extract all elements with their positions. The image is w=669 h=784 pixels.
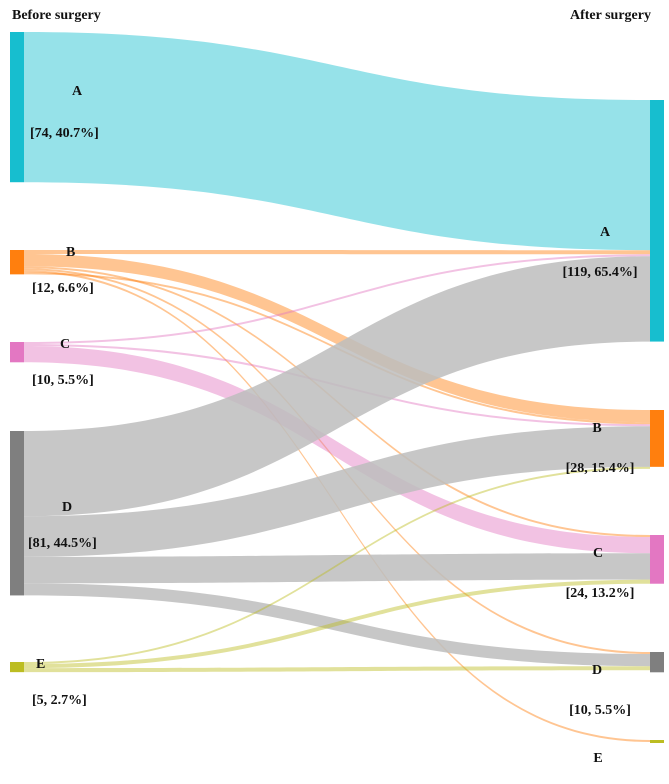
right-node-D — [650, 652, 664, 673]
left-node-B — [10, 250, 24, 275]
link-E-to-C-15 — [24, 579, 650, 669]
link-C-to-C-9 — [24, 346, 650, 554]
right-node-C-info: [24, 13.2%] — [566, 586, 635, 601]
right-node-C — [650, 535, 664, 584]
left-column-header: Before surgery — [12, 8, 101, 23]
right-node-E — [650, 740, 664, 743]
right-node-D-info: [10, 5.5%] — [569, 703, 631, 718]
links-layer — [24, 32, 650, 743]
link-A-to-A-0 — [24, 32, 650, 251]
right-node-D-label: D — [592, 663, 602, 678]
right-node-E-label: E — [593, 751, 602, 766]
link-B-to-A-1 — [24, 250, 650, 255]
left-node-E — [10, 662, 24, 673]
link-D-to-B-11 — [24, 426, 650, 557]
left-node-D-info: [81, 44.5%] — [28, 536, 97, 551]
left-node-C-label: C — [60, 337, 70, 352]
link-D-to-D-13 — [24, 583, 650, 667]
link-B-to-B-2 — [24, 254, 650, 423]
left-node-A — [10, 32, 24, 183]
left-node-A-info: [74, 40.7%] — [30, 126, 99, 141]
right-column-header: After surgery — [570, 8, 651, 23]
labels-layer: A [74, 40.7%] B [12, 6.6%] C [10, 5.5%] D [81, … — [28, 84, 638, 766]
left-node-C-info: [10, 5.5%] — [32, 373, 94, 388]
right-node-A-info: [119, 65.4%] — [562, 265, 637, 280]
link-E-to-D-16 — [24, 666, 650, 673]
right-node-A-label: A — [600, 225, 611, 240]
right-node-B-info: [28, 15.4%] — [566, 461, 635, 476]
left-node-A-label: A — [72, 84, 83, 99]
right-node-C-label: C — [593, 546, 603, 561]
left-node-B-info: [12, 6.6%] — [32, 281, 94, 296]
left-node-E-info: [5, 2.7%] — [32, 693, 87, 708]
nodes-layer — [10, 32, 664, 743]
link-E-to-B-14 — [24, 466, 650, 665]
link-B-to-D-4 — [24, 268, 650, 655]
left-node-E-label: E — [36, 657, 45, 672]
left-node-D-label: D — [62, 500, 72, 515]
right-node-B-label: B — [592, 421, 601, 436]
left-node-D — [10, 431, 24, 596]
link-D-to-C-12 — [24, 553, 650, 584]
right-node-B — [650, 410, 664, 467]
link-D-to-A-10 — [24, 256, 650, 517]
left-node-C — [10, 342, 24, 363]
right-node-A — [650, 100, 664, 342]
left-node-B-label: B — [66, 245, 75, 260]
link-C-to-A-7 — [24, 254, 650, 345]
